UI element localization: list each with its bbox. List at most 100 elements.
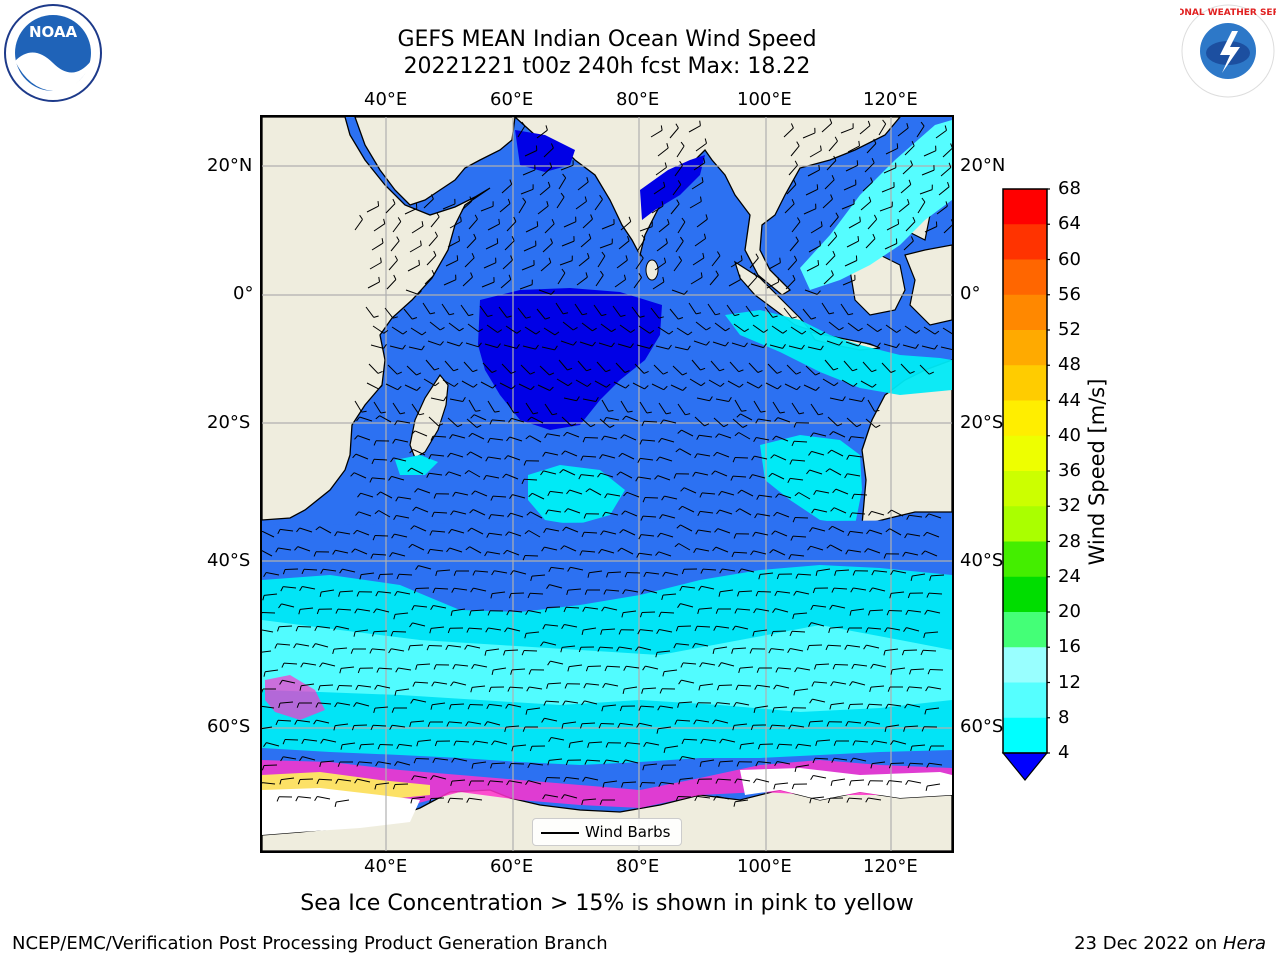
wind-barb: [773, 454, 787, 461]
wind-barb: [506, 401, 515, 414]
wind-barb: [790, 145, 800, 157]
wind-barb: [816, 739, 831, 742]
wind-barb-flag: [503, 650, 506, 656]
wind-barb-flag: [412, 506, 417, 512]
wind-barb-flag: [588, 233, 592, 239]
wind-barb-flag: [868, 610, 871, 616]
wind-barb-flag: [536, 221, 539, 227]
wind-barb-flag: [370, 725, 374, 731]
y-tick-left-0: 0°: [233, 283, 254, 304]
wind-barb: [912, 573, 926, 577]
wind-barb: [848, 721, 862, 724]
wind-barb-flag: [678, 679, 682, 685]
wind-barb: [753, 400, 762, 413]
wind-barb: [848, 221, 861, 229]
wind-barb-flag: [791, 784, 795, 790]
wind-barb: [398, 496, 412, 500]
wind-barb: [823, 274, 834, 285]
wind-barb: [927, 783, 941, 787]
wind-barb: [425, 359, 435, 371]
wind-barb: [622, 529, 636, 536]
wind-barb-flag: [636, 552, 640, 558]
wind-barb-flag: [830, 780, 833, 787]
wind-barb-flag: [864, 548, 869, 553]
wind-barb: [817, 568, 831, 572]
wind-barb-flag: [828, 525, 833, 531]
wind-barb: [537, 384, 551, 391]
wind-barb: [487, 551, 501, 555]
wind-barb-flag: [685, 413, 691, 416]
wind-barb-flag: [911, 140, 915, 147]
wind-barb: [392, 221, 402, 233]
wind-speed-map: [260, 115, 954, 853]
wind-barb: [846, 417, 858, 428]
wind-barb: [700, 683, 714, 687]
wind-barb: [603, 530, 617, 535]
wind-barb-flag: [875, 424, 881, 428]
wind-barb: [688, 125, 701, 133]
wind-barb-flag: [521, 479, 525, 485]
wind-barb: [738, 590, 753, 593]
wind-barb: [319, 526, 332, 534]
wind-barb-flag: [621, 612, 624, 618]
wind-barb-flag: [279, 779, 282, 785]
wind-barb: [807, 346, 821, 351]
wind-barb: [481, 281, 495, 288]
wind-barb-flag: [605, 369, 611, 373]
wind-barb: [650, 129, 663, 138]
wind-barb: [399, 743, 413, 747]
wind-barb: [827, 416, 838, 427]
wind-barb-flag: [742, 424, 748, 428]
wind-barb-flag: [521, 650, 525, 656]
wind-barb-flag: [809, 527, 813, 532]
wind-barb: [636, 344, 650, 349]
wind-barb-flag: [705, 341, 710, 346]
wind-barb-flag: [548, 567, 552, 573]
wind-barb: [633, 277, 643, 289]
wind-barb-flag: [791, 441, 795, 447]
wind-barb: [832, 604, 846, 609]
wind-barb: [454, 587, 468, 591]
wind-barb-flag: [681, 217, 686, 223]
wind-barb-flag: [541, 718, 545, 723]
wind-barb: [655, 166, 667, 176]
mid-ocean-wind-patch-3: [395, 455, 438, 475]
wind-barb-flag: [447, 628, 451, 634]
wind-barb: [551, 566, 565, 570]
wind-barb-flag: [335, 778, 339, 784]
colorbar-segment: [1003, 330, 1047, 366]
wind-barb-flag: [680, 141, 685, 147]
wind-barb-flag: [263, 572, 267, 578]
wind-barb: [790, 477, 804, 481]
wind-barb-flag: [883, 650, 886, 656]
wind-barb: [853, 587, 867, 591]
wind-barb-flag: [849, 681, 853, 686]
wind-barb-flag: [832, 250, 836, 256]
wind-barb: [669, 127, 679, 139]
wind-barb: [337, 608, 352, 611]
wind-barb-flag: [924, 610, 928, 615]
wind-barb-flag: [465, 721, 469, 727]
wind-barb-flag: [394, 591, 398, 597]
wind-barb-flag: [478, 328, 483, 333]
wind-barb-flag: [616, 646, 620, 652]
wind-barb: [641, 439, 656, 442]
wind-barb: [785, 279, 796, 290]
calm-zone-central-ocean: [478, 288, 662, 430]
wind-barb: [688, 302, 697, 315]
wind-barb-flag: [532, 412, 539, 415]
wind-barb-flag: [674, 543, 680, 548]
wind-barb-flag: [315, 526, 320, 531]
wind-barb-flag: [277, 529, 281, 535]
wind-barb: [429, 472, 443, 476]
wind-barb: [588, 741, 603, 744]
wind-barb-flag: [704, 138, 707, 144]
wind-barb-flag: [389, 724, 393, 730]
wind-barb-flag: [485, 627, 489, 633]
wind-barb-flag: [733, 533, 737, 539]
wind-barb: [357, 608, 371, 612]
wind-barb-flag: [525, 709, 528, 715]
wind-barb-flag: [622, 759, 626, 765]
wind-barb: [769, 344, 783, 349]
wind-barb: [371, 648, 386, 651]
